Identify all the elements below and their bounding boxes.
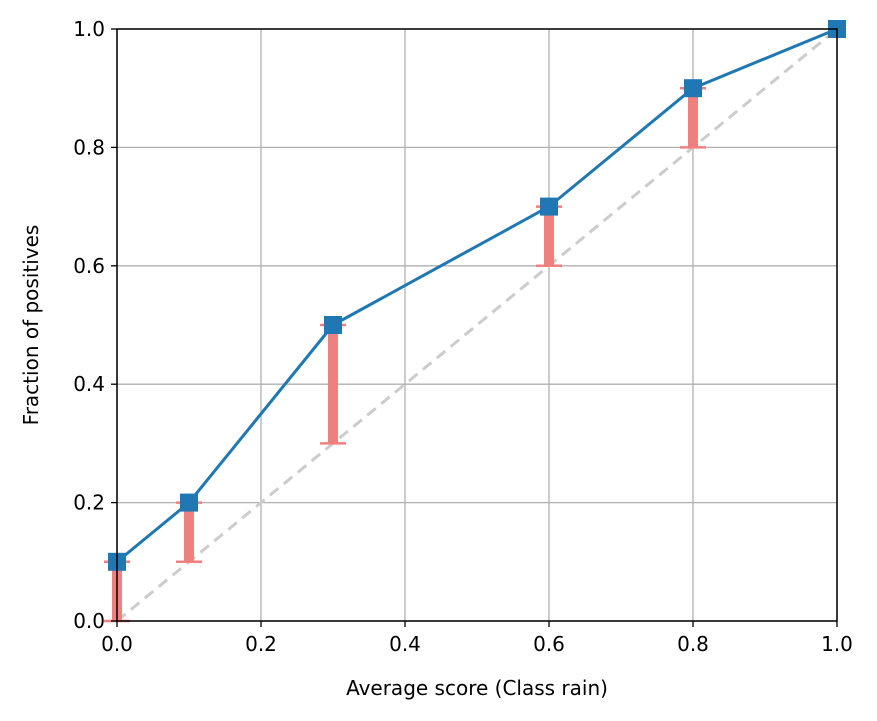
x-tick-label: 0.6 (533, 632, 565, 656)
data-point-marker (180, 493, 198, 512)
y-tick-label: 0.2 (73, 491, 105, 515)
series-markers (108, 20, 846, 571)
x-tick-label: 0.4 (389, 632, 421, 656)
x-axis-label: Average score (Class rain) (346, 676, 608, 700)
data-point-marker (684, 79, 702, 98)
reference-line (116, 27, 838, 623)
reference-diagonal (116, 27, 838, 623)
series-line (116, 27, 838, 563)
y-tick-label: 0.0 (73, 609, 105, 633)
data-point-marker (324, 316, 342, 334)
y-ticks: 0.0 0.2 0.4 0.6 0.8 1.0 (73, 17, 117, 633)
x-tick-label: 0.0 (101, 632, 133, 656)
y-tick-label: 1.0 (73, 17, 105, 41)
y-axis-label: Fraction of positives (19, 225, 43, 426)
y-tick-label: 0.8 (73, 135, 105, 159)
x-tick-label: 0.8 (677, 632, 709, 656)
x-ticks: 0.0 0.2 0.4 0.6 0.8 1.0 (101, 621, 853, 656)
data-point-marker (540, 197, 558, 216)
series-polyline (116, 27, 838, 563)
plot-frame (116, 28, 838, 622)
x-tick-label: 1.0 (821, 632, 853, 656)
y-tick-label: 0.4 (73, 372, 105, 396)
y-tick-label: 0.6 (73, 254, 105, 278)
x-tick-label: 0.2 (245, 632, 277, 656)
